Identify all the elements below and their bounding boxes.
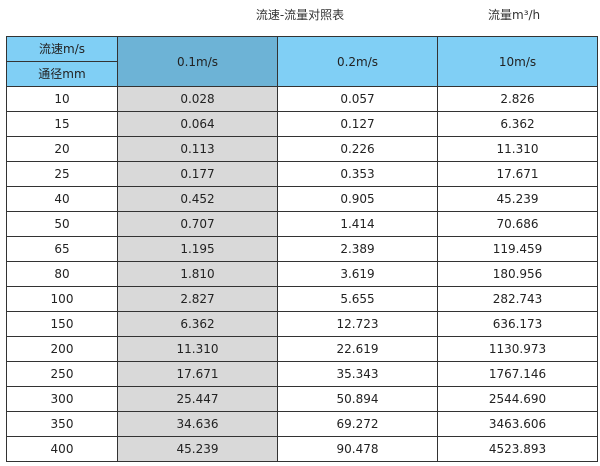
diameter-cell: 80: [6, 261, 118, 287]
table-row: 250 17.671 35.343 1767.146: [6, 361, 598, 387]
diameter-cell: 50: [6, 211, 118, 237]
velocity-header: 流速m/s: [6, 36, 118, 62]
flow-cell: 17.671: [117, 361, 278, 387]
flow-cell: 180.956: [437, 261, 598, 287]
diameter-cell: 40: [6, 186, 118, 212]
flow-cell: 282.743: [437, 286, 598, 312]
flow-cell: 17.671: [437, 161, 598, 187]
flow-cell: 2.389: [277, 236, 438, 262]
flow-cell: 45.239: [437, 186, 598, 212]
table-row: 400 45.239 90.478 4523.893: [6, 436, 598, 462]
diameter-cell: 20: [6, 136, 118, 162]
flow-cell: 0.057: [277, 86, 438, 112]
flow-cell: 1767.146: [437, 361, 598, 387]
diameter-cell: 15: [6, 111, 118, 137]
table-row: 20 0.113 0.226 11.310: [6, 136, 598, 162]
flow-cell: 0.452: [117, 186, 278, 212]
diameter-cell: 300: [6, 386, 118, 412]
flow-cell: 3.619: [277, 261, 438, 287]
flow-cell: 22.619: [277, 336, 438, 362]
flow-cell: 0.707: [117, 211, 278, 237]
table-row: 300 25.447 50.894 2544.690: [6, 386, 598, 412]
flow-cell: 0.226: [277, 136, 438, 162]
flow-cell: 69.272: [277, 411, 438, 437]
diameter-cell: 400: [6, 436, 118, 462]
flow-cell: 0.064: [117, 111, 278, 137]
flow-cell: 3463.606: [437, 411, 598, 437]
flow-cell: 0.127: [277, 111, 438, 137]
flow-cell: 90.478: [277, 436, 438, 462]
diameter-cell: 65: [6, 236, 118, 262]
table-row: 150 6.362 12.723 636.173: [6, 311, 598, 337]
diameter-cell: 25: [6, 161, 118, 187]
flow-cell: 6.362: [117, 311, 278, 337]
table-row: 65 1.195 2.389 119.459: [6, 236, 598, 262]
flow-cell: 25.447: [117, 386, 278, 412]
flow-cell: 1.414: [277, 211, 438, 237]
flow-cell: 70.686: [437, 211, 598, 237]
flow-cell: 5.655: [277, 286, 438, 312]
flow-cell: 50.894: [277, 386, 438, 412]
table-row: 40 0.452 0.905 45.239: [6, 186, 598, 212]
column-header: 10m/s: [437, 36, 598, 87]
flow-cell: 636.173: [437, 311, 598, 337]
flow-unit-label: 流量m³/h: [488, 8, 541, 22]
diameter-cell: 10: [6, 86, 118, 112]
table-row: 80 1.810 3.619 180.956: [6, 261, 598, 287]
diameter-header: 通径mm: [6, 61, 118, 87]
flow-cell: 119.459: [437, 236, 598, 262]
flow-cell: 2.826: [437, 86, 598, 112]
velocity-flow-table: 流速m/s 0.1m/s 0.2m/s 10m/s 通径mm 10 0.028 0.…: [6, 36, 598, 462]
table-row: 25 0.177 0.353 17.671: [6, 161, 598, 187]
flow-cell: 0.028: [117, 86, 278, 112]
table-title: 流速-流量对照表: [255, 8, 345, 22]
flow-cell: 1.810: [117, 261, 278, 287]
table-row: 200 11.310 22.619 1130.973: [6, 336, 598, 362]
flow-cell: 1.195: [117, 236, 278, 262]
table-row: 10 0.028 0.057 2.826: [6, 86, 598, 112]
diameter-cell: 200: [6, 336, 118, 362]
flow-cell: 0.113: [117, 136, 278, 162]
table-row: 100 2.827 5.655 282.743: [6, 286, 598, 312]
flow-cell: 34.636: [117, 411, 278, 437]
flow-cell: 35.343: [277, 361, 438, 387]
table-row: 50 0.707 1.414 70.686: [6, 211, 598, 237]
column-header: 0.1m/s: [117, 36, 278, 87]
flow-cell: 2544.690: [437, 386, 598, 412]
column-header: 0.2m/s: [277, 36, 438, 87]
flow-cell: 2.827: [117, 286, 278, 312]
flow-cell: 45.239: [117, 436, 278, 462]
flow-cell: 6.362: [437, 111, 598, 137]
flow-cell: 0.905: [277, 186, 438, 212]
diameter-cell: 150: [6, 311, 118, 337]
diameter-cell: 350: [6, 411, 118, 437]
table-row: 350 34.636 69.272 3463.606: [6, 411, 598, 437]
table-row: 15 0.064 0.127 6.362: [6, 111, 598, 137]
flow-cell: 11.310: [437, 136, 598, 162]
flow-cell: 0.353: [277, 161, 438, 187]
flow-cell: 11.310: [117, 336, 278, 362]
flow-cell: 4523.893: [437, 436, 598, 462]
diameter-cell: 250: [6, 361, 118, 387]
flow-cell: 0.177: [117, 161, 278, 187]
diameter-cell: 100: [6, 286, 118, 312]
flow-cell: 1130.973: [437, 336, 598, 362]
flow-cell: 12.723: [277, 311, 438, 337]
